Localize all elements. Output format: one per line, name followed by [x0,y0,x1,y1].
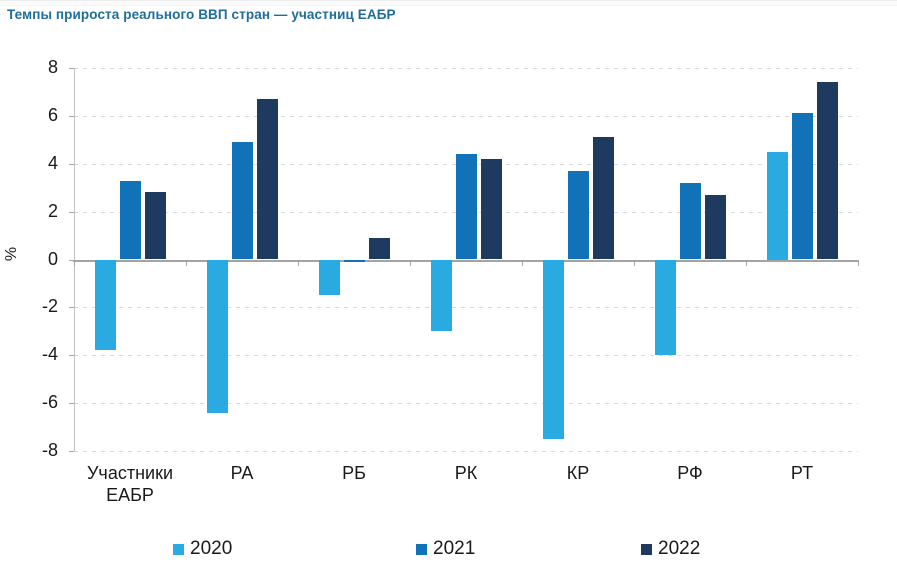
bar-2021-РТ [791,113,813,260]
bar-2022-РБ [368,237,390,260]
bar-2020-РК [430,259,452,332]
bar-2020-РА [206,259,228,413]
y-tick-label: 8 [47,57,58,78]
legend-swatch-2022 [641,543,652,555]
y-tick-label: -8 [41,440,58,461]
legend-label-2022: 2022 [658,538,701,559]
y-tick-label: 4 [47,152,58,173]
y-tick-label: -6 [41,392,58,413]
gridline [74,68,858,69]
gridline [74,451,858,452]
bar-2022-РА [256,99,278,260]
x-category-label: РА [230,463,254,483]
top-divider [0,0,897,6]
y-tick-mark [69,403,74,404]
y-tick-label: 6 [47,104,58,125]
bar-2022-РК [480,158,502,260]
x-tick-mark [298,259,299,266]
y-tick-label: 0 [47,248,58,269]
x-tick-mark [410,259,411,266]
legend-swatch-2021 [416,543,427,555]
y-tick-mark [69,451,74,452]
legend-label-2021: 2021 [433,538,476,559]
x-tick-mark [634,259,635,266]
y-tick-label: -4 [41,344,58,365]
bar-2020-Участники ЕАБР [94,259,116,351]
y-tick-mark [69,307,74,308]
legend-item-2021: 2021 [416,538,475,560]
bar-2022-РФ [704,194,726,260]
y-tick-label: -2 [41,296,58,317]
gridline [74,307,858,308]
x-category-label: РК [454,463,478,483]
x-tick-mark [186,259,187,266]
x-category-label: Участники ЕАБР [87,463,173,505]
bar-2021-РК [455,154,477,260]
zero-axis-line [73,259,859,262]
gridline [74,116,858,117]
y-tick-label: 2 [47,200,58,221]
bar-2020-КР [542,259,564,440]
y-tick-mark [69,260,74,261]
x-category-label: РФ [677,463,703,483]
gridline [74,355,858,356]
y-tick-mark [69,164,74,165]
x-tick-mark [746,259,747,266]
y-tick-mark [69,355,74,356]
x-tick-mark [858,259,859,266]
bar-2021-РБ [343,259,365,262]
gridline [74,403,858,404]
legend-item-2022: 2022 [641,538,700,560]
x-tick-mark [74,259,75,266]
y-tick-mark [69,116,74,117]
x-category-label: КР [566,463,590,483]
bar-2021-КР [567,170,589,260]
bar-2022-Участники ЕАБР [144,192,166,260]
bar-2021-РА [231,142,253,260]
bar-2020-РБ [318,259,340,296]
legend-swatch-2020 [173,543,184,555]
bar-2020-РФ [654,259,676,356]
x-tick-mark [522,259,523,266]
bar-2021-Участники ЕАБР [119,180,141,260]
x-category-label: РБ [342,463,366,483]
bar-2021-РФ [679,182,701,260]
y-tick-mark [69,212,74,213]
legend-label-2020: 2020 [190,538,233,559]
bar-2022-КР [592,137,614,260]
bar-2020-РТ [766,151,788,260]
legend-item-2020: 2020 [173,538,232,560]
x-category-label: РТ [790,463,814,483]
y-tick-mark [69,68,74,69]
chart-title: Темпы прироста реального ВВП стран — уча… [7,7,396,22]
bar-2022-РТ [816,82,838,260]
